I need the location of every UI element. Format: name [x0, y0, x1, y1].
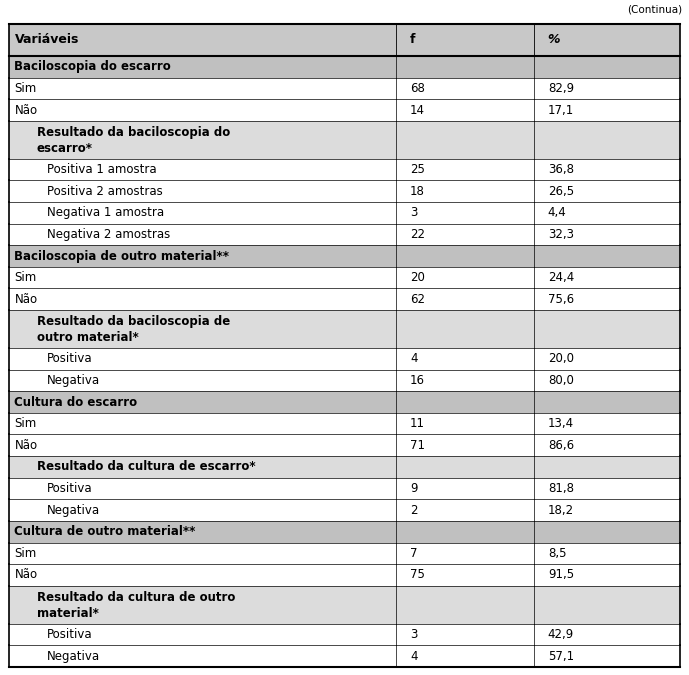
Text: 20,0: 20,0 — [548, 352, 574, 365]
Bar — [9, 267, 680, 288]
Text: Resultado da baciloscopia de: Resultado da baciloscopia de — [37, 315, 229, 328]
Bar — [9, 78, 680, 99]
Bar — [9, 159, 680, 180]
Text: 86,6: 86,6 — [548, 439, 574, 452]
Text: Positiva: Positiva — [47, 352, 92, 365]
Text: Resultado da cultura de outro: Resultado da cultura de outro — [37, 591, 235, 603]
Text: (Continua): (Continua) — [627, 5, 682, 15]
Text: 16: 16 — [410, 374, 425, 387]
Bar — [9, 288, 680, 310]
Text: 14: 14 — [410, 103, 425, 117]
Text: 13,4: 13,4 — [548, 417, 574, 430]
Bar — [9, 99, 680, 121]
Text: 4: 4 — [410, 352, 418, 365]
Text: 75: 75 — [410, 568, 425, 581]
Text: Cultura do escarro: Cultura do escarro — [14, 396, 138, 408]
Bar — [9, 500, 680, 521]
Text: 2: 2 — [410, 504, 418, 516]
Bar — [9, 521, 680, 543]
Text: 80,0: 80,0 — [548, 374, 574, 387]
Bar — [9, 202, 680, 223]
Text: Variáveis: Variáveis — [14, 33, 79, 47]
Text: Positiva 2 amostras: Positiva 2 amostras — [47, 185, 163, 198]
Text: 22: 22 — [410, 228, 425, 241]
Text: Não: Não — [14, 103, 38, 117]
Text: Não: Não — [14, 568, 38, 581]
Text: Resultado da cultura de escarro*: Resultado da cultura de escarro* — [37, 460, 255, 473]
Text: Cultura de outro material**: Cultura de outro material** — [14, 525, 196, 538]
Text: material*: material* — [37, 607, 99, 620]
Text: 57,1: 57,1 — [548, 649, 574, 663]
Text: Resultado da baciloscopia do: Resultado da baciloscopia do — [37, 126, 229, 139]
Text: 8,5: 8,5 — [548, 547, 566, 560]
Text: 81,8: 81,8 — [548, 482, 574, 495]
Text: 26,5: 26,5 — [548, 185, 574, 198]
Bar — [9, 223, 680, 245]
Bar — [9, 370, 680, 392]
Text: 3: 3 — [410, 207, 418, 219]
Bar — [9, 624, 680, 645]
Text: Sim: Sim — [14, 271, 37, 284]
Text: 4: 4 — [410, 649, 418, 663]
Bar — [9, 24, 680, 56]
Text: 4,4: 4,4 — [548, 207, 566, 219]
Text: 24,4: 24,4 — [548, 271, 574, 284]
Bar — [9, 121, 680, 159]
Text: Não: Não — [14, 439, 38, 452]
Text: 32,3: 32,3 — [548, 228, 574, 241]
Text: 25: 25 — [410, 163, 425, 176]
Bar — [9, 586, 680, 624]
Text: 36,8: 36,8 — [548, 163, 574, 176]
Text: Negativa: Negativa — [47, 649, 100, 663]
Text: 20: 20 — [410, 271, 425, 284]
Text: escarro*: escarro* — [37, 142, 92, 155]
Text: 18,2: 18,2 — [548, 504, 574, 516]
Bar — [9, 180, 680, 202]
Text: 11: 11 — [410, 417, 425, 430]
Text: Positiva: Positiva — [47, 482, 92, 495]
Text: Não: Não — [14, 293, 38, 306]
Text: %: % — [548, 33, 560, 47]
Bar — [9, 348, 680, 370]
Text: 82,9: 82,9 — [548, 82, 574, 95]
Text: 62: 62 — [410, 293, 425, 306]
Bar — [9, 413, 680, 435]
Text: 9: 9 — [410, 482, 418, 495]
Text: Positiva 1 amostra: Positiva 1 amostra — [47, 163, 156, 176]
Bar — [9, 245, 680, 267]
Bar — [9, 456, 680, 478]
Text: Baciloscopia de outro material**: Baciloscopia de outro material** — [14, 250, 229, 263]
Text: Sim: Sim — [14, 417, 37, 430]
Text: Sim: Sim — [14, 547, 37, 560]
Text: Sim: Sim — [14, 82, 37, 95]
Bar — [9, 543, 680, 564]
Text: Negativa: Negativa — [47, 374, 100, 387]
Text: 18: 18 — [410, 185, 425, 198]
Bar — [9, 56, 680, 78]
Bar — [9, 478, 680, 500]
Bar — [9, 435, 680, 456]
Text: 91,5: 91,5 — [548, 568, 574, 581]
Text: 75,6: 75,6 — [548, 293, 574, 306]
Text: Positiva: Positiva — [47, 628, 92, 641]
Bar — [9, 310, 680, 348]
Bar — [9, 564, 680, 586]
Bar — [9, 645, 680, 667]
Text: Baciloscopia do escarro: Baciloscopia do escarro — [14, 60, 172, 74]
Text: Negativa: Negativa — [47, 504, 100, 516]
Bar — [9, 392, 680, 413]
Text: outro material*: outro material* — [37, 331, 138, 344]
Text: Negativa 1 amostra: Negativa 1 amostra — [47, 207, 164, 219]
Text: 71: 71 — [410, 439, 425, 452]
Text: 68: 68 — [410, 82, 425, 95]
Text: 7: 7 — [410, 547, 418, 560]
Text: 3: 3 — [410, 628, 418, 641]
Text: 42,9: 42,9 — [548, 628, 574, 641]
Text: 17,1: 17,1 — [548, 103, 574, 117]
Text: f: f — [410, 33, 415, 47]
Text: Negativa 2 amostras: Negativa 2 amostras — [47, 228, 170, 241]
